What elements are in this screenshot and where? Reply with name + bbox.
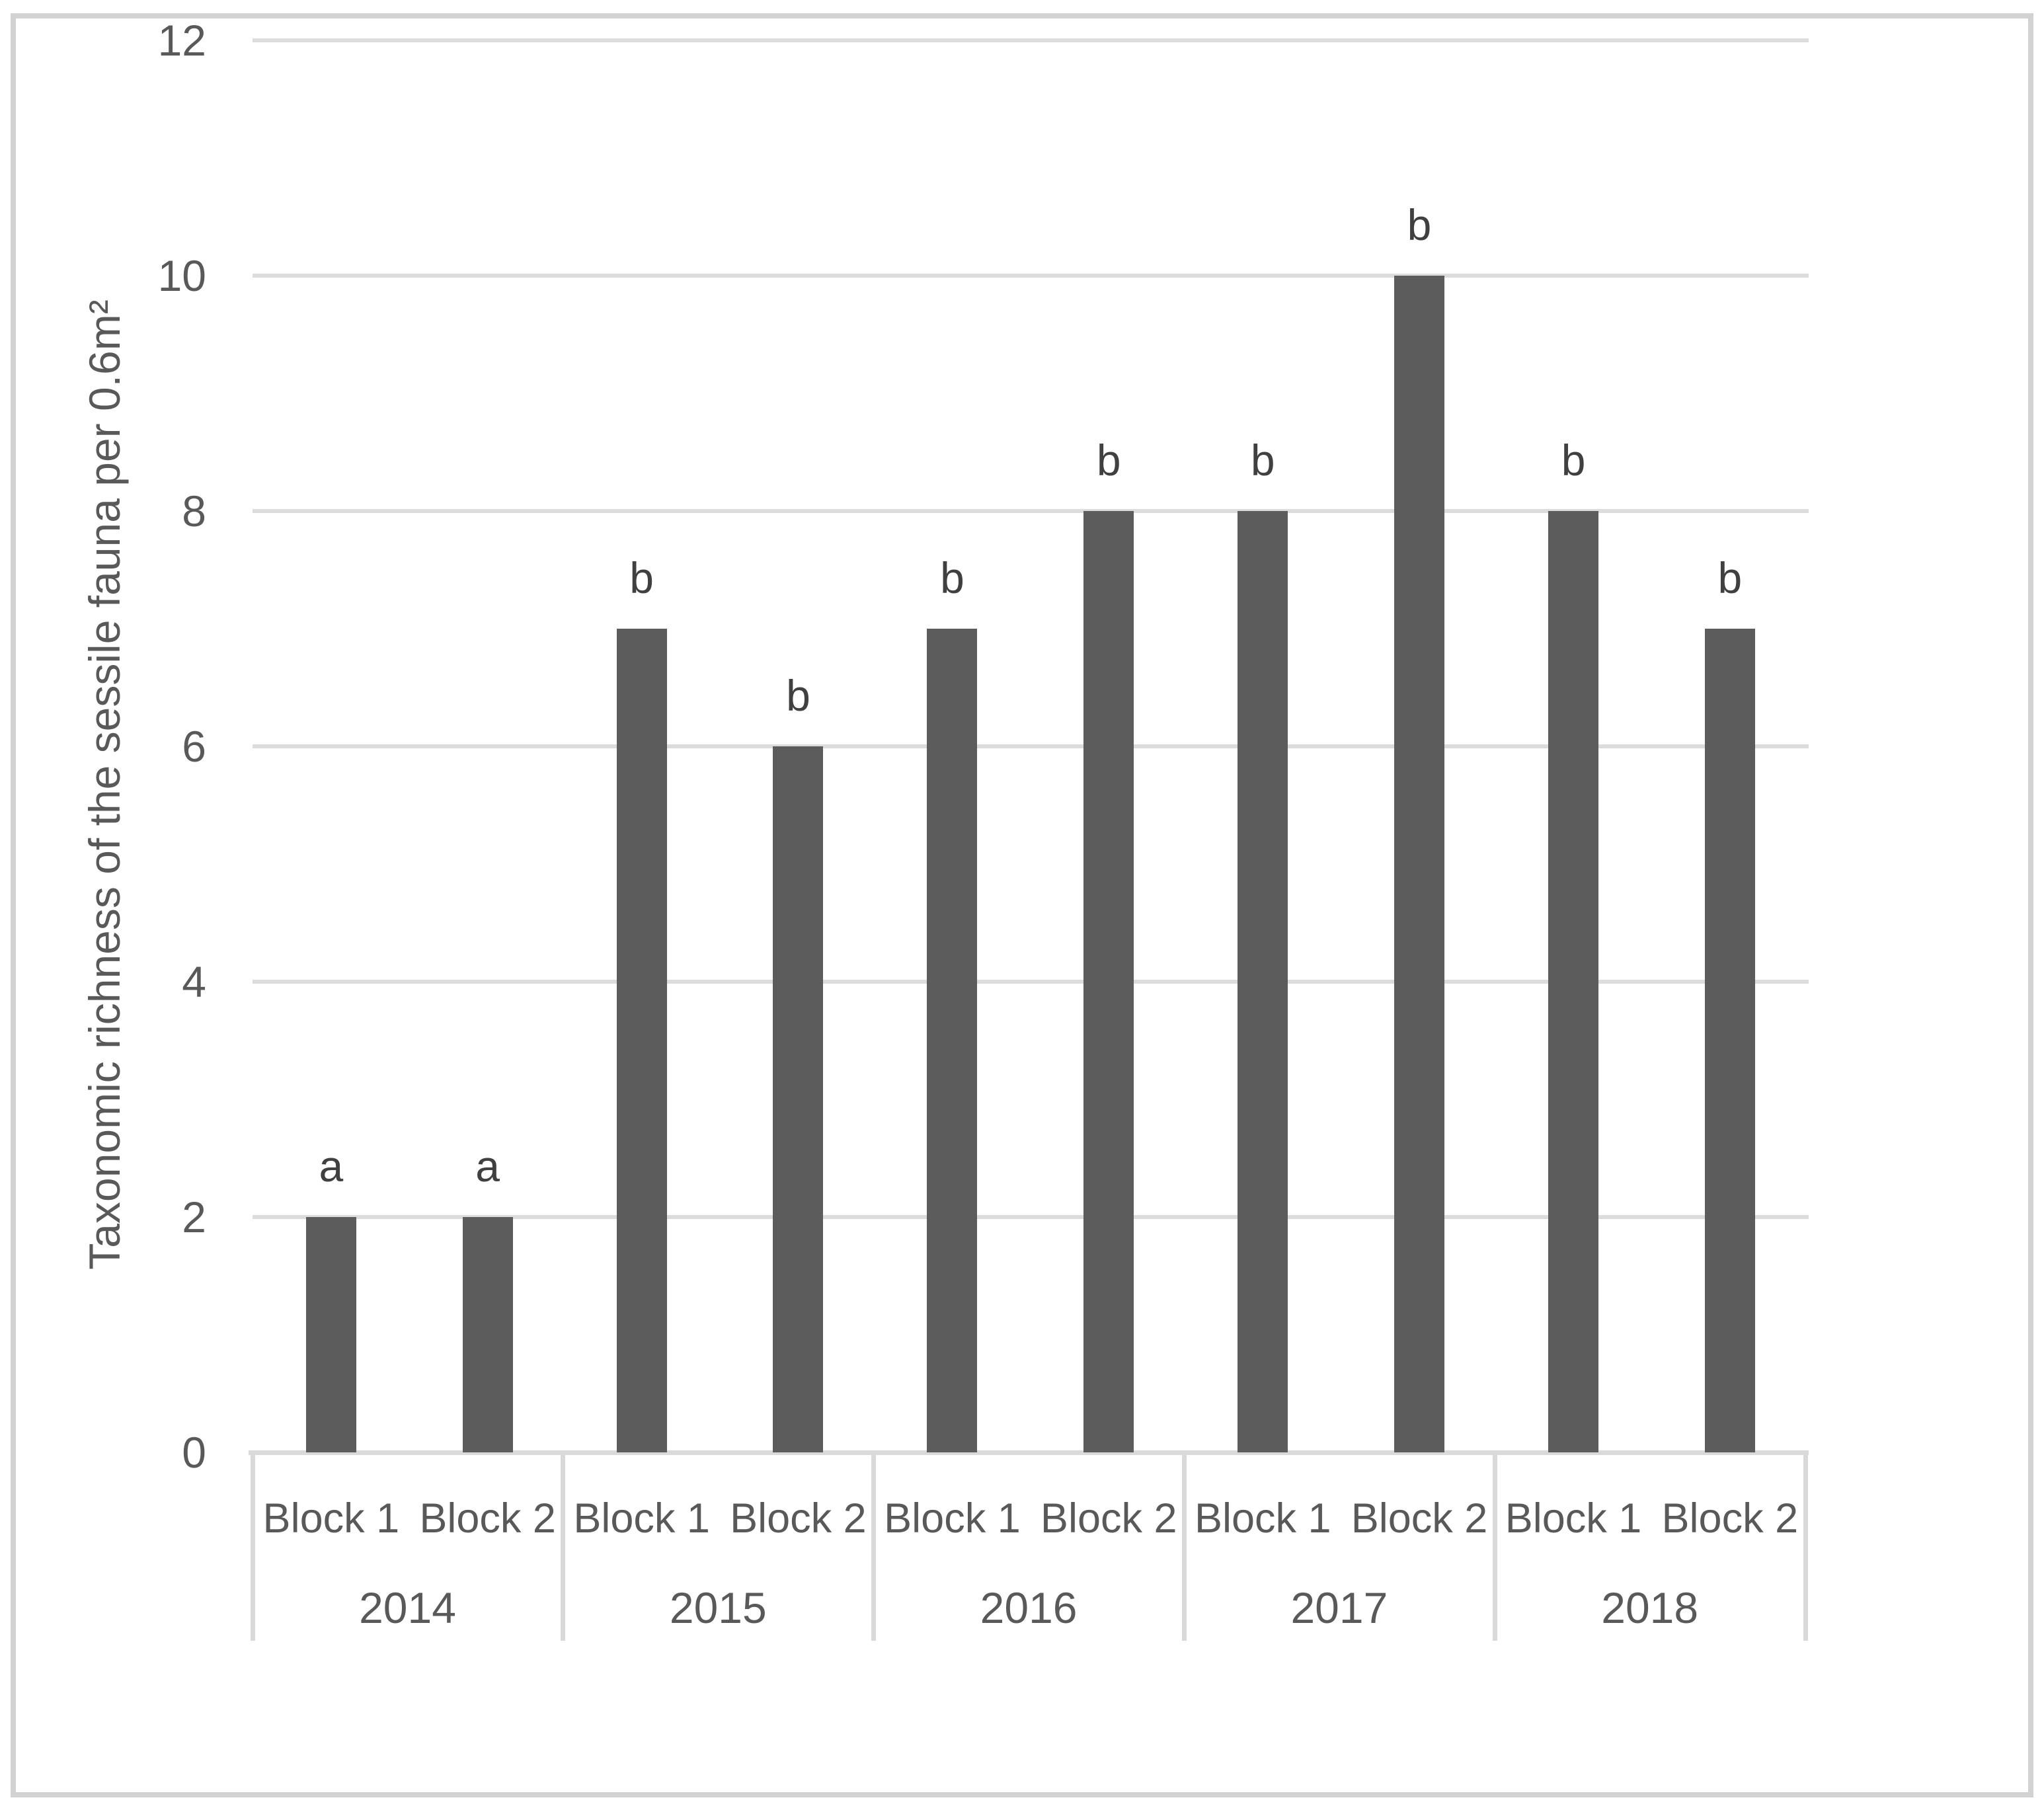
- block-label: Block 2: [1661, 1495, 1799, 1542]
- x-axis-line: [249, 1450, 1809, 1455]
- category-group-divider: [561, 1452, 566, 1641]
- block-label: Block 1: [884, 1495, 1021, 1542]
- block-label: Block 2: [1040, 1495, 1177, 1542]
- category-group-divider: [1181, 1452, 1187, 1641]
- y-axis-tick-label: 4: [182, 957, 206, 1006]
- significance-letter: a: [475, 1142, 500, 1191]
- gridline-y8: [253, 509, 1809, 513]
- y-axis-tick-label: 6: [182, 722, 206, 771]
- year-label: 2015: [669, 1583, 767, 1632]
- block-label: Block 2: [1351, 1495, 1488, 1542]
- y-axis-tick-label: 12: [157, 16, 206, 65]
- bar-2018-block1: [1548, 511, 1599, 1452]
- category-group-divider: [250, 1452, 255, 1641]
- significance-letter: a: [319, 1142, 344, 1191]
- significance-letter: b: [1407, 200, 1432, 249]
- block-label: Block 1: [262, 1495, 400, 1542]
- bar-2017-block2: [1394, 276, 1445, 1452]
- bar-2015-block1: [616, 629, 667, 1452]
- block-label: Block 2: [730, 1495, 867, 1542]
- y-axis-title: Taxonomic richness of the sessile fauna …: [80, 299, 129, 1270]
- year-label: 2016: [980, 1583, 1078, 1632]
- year-label: 2018: [1601, 1583, 1699, 1632]
- bar-2014-block2: [462, 1217, 513, 1452]
- bar-2017-block1: [1238, 511, 1288, 1452]
- block-label: Block 1: [573, 1495, 710, 1542]
- significance-letter: b: [1561, 436, 1586, 485]
- gridline-y2: [253, 1215, 1809, 1219]
- category-group-divider: [1803, 1452, 1808, 1641]
- bar-2016-block2: [1083, 511, 1134, 1452]
- gridline-y4: [253, 980, 1809, 984]
- y-axis-tick-label: 10: [157, 251, 206, 300]
- significance-letter: b: [786, 671, 810, 720]
- y-axis-tick-label: 8: [182, 487, 206, 535]
- bar-2015-block2: [773, 746, 824, 1452]
- category-group-divider: [1492, 1452, 1497, 1641]
- block-label: Block 1: [1194, 1495, 1331, 1542]
- year-label: 2014: [359, 1583, 456, 1632]
- figure-border: [11, 13, 2033, 1797]
- significance-letter: b: [1250, 436, 1275, 485]
- category-group-divider: [871, 1452, 877, 1641]
- bar-2016-block1: [927, 629, 978, 1452]
- bar-2018-block2: [1704, 629, 1755, 1452]
- bar-2014-block1: [305, 1217, 356, 1452]
- y-axis-tick-label: 2: [182, 1193, 206, 1241]
- y-axis-tick-label: 0: [182, 1428, 206, 1477]
- significance-letter: b: [940, 553, 964, 602]
- significance-letter: b: [1717, 553, 1743, 602]
- gridline-y10: [253, 274, 1809, 278]
- year-label: 2017: [1290, 1583, 1388, 1632]
- significance-letter: b: [629, 553, 654, 602]
- gridline-y6: [253, 744, 1809, 748]
- significance-letter: b: [1096, 436, 1121, 485]
- block-label: Block 1: [1505, 1495, 1642, 1542]
- gridline-y12: [253, 38, 1809, 42]
- block-label: Block 2: [419, 1495, 556, 1542]
